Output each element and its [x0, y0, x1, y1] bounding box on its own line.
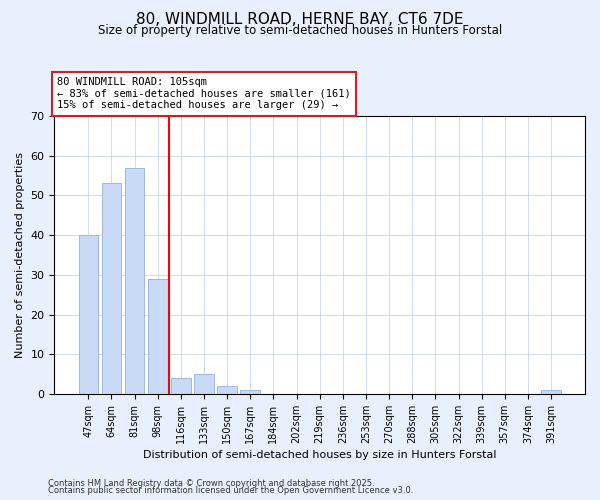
Bar: [541, 390, 561, 394]
Text: 80 WINDMILL ROAD: 105sqm
← 83% of semi-detached houses are smaller (161)
15% of : 80 WINDMILL ROAD: 105sqm ← 83% of semi-d…: [57, 77, 351, 110]
Bar: [171, 378, 191, 394]
Text: Contains HM Land Registry data © Crown copyright and database right 2025.: Contains HM Land Registry data © Crown c…: [48, 478, 374, 488]
Bar: [217, 386, 237, 394]
Text: Size of property relative to semi-detached houses in Hunters Forstal: Size of property relative to semi-detach…: [98, 24, 502, 37]
X-axis label: Distribution of semi-detached houses by size in Hunters Forstal: Distribution of semi-detached houses by …: [143, 450, 496, 460]
Bar: [125, 168, 145, 394]
Bar: [79, 235, 98, 394]
Bar: [148, 279, 167, 394]
Bar: [194, 374, 214, 394]
Text: 80, WINDMILL ROAD, HERNE BAY, CT6 7DE: 80, WINDMILL ROAD, HERNE BAY, CT6 7DE: [136, 12, 464, 28]
Text: Contains public sector information licensed under the Open Government Licence v3: Contains public sector information licen…: [48, 486, 413, 495]
Bar: [101, 184, 121, 394]
Y-axis label: Number of semi-detached properties: Number of semi-detached properties: [15, 152, 25, 358]
Bar: [241, 390, 260, 394]
